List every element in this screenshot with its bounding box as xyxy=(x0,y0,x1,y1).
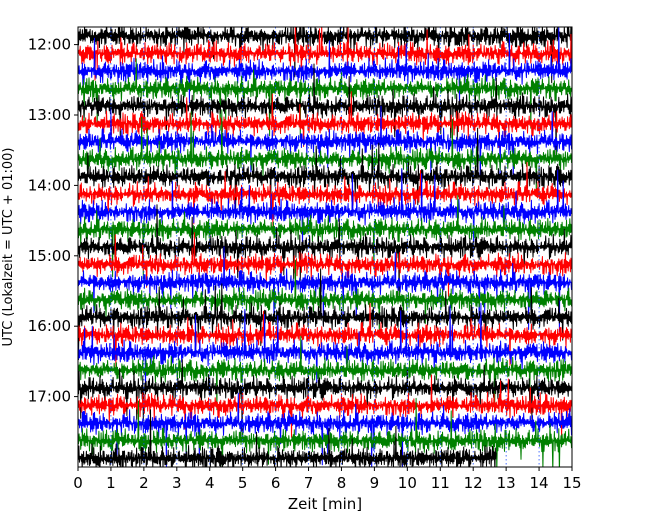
x-tick-label: 6 xyxy=(271,474,281,492)
y-tick-label: 12:00 xyxy=(28,36,71,54)
x-axis-label: Zeit [min] xyxy=(288,495,362,513)
trace-9 xyxy=(78,161,572,227)
x-tick-label: 3 xyxy=(172,474,182,492)
x-tick-label: 14 xyxy=(530,474,549,492)
gridlines-group xyxy=(78,27,572,467)
y-tick-label: 17:00 xyxy=(28,388,71,406)
trace-3 xyxy=(78,58,572,139)
trace-16 xyxy=(78,268,572,361)
trace-6 xyxy=(78,105,572,186)
trace-22 xyxy=(78,392,572,467)
x-tick-label: 10 xyxy=(398,474,417,492)
trace-23 xyxy=(78,397,572,467)
trace-5 xyxy=(78,91,572,148)
y-tick-label: 15:00 xyxy=(28,247,71,265)
trace-20 xyxy=(78,359,572,437)
trace-18 xyxy=(78,302,572,389)
trace-19 xyxy=(78,335,572,413)
trace-14 xyxy=(78,246,572,332)
x-axis: 0 1 2 3 4 5 6 7 8 9 10 11 12 13 14 15 xyxy=(73,467,582,492)
trace-7 xyxy=(78,109,572,194)
y-axis: 12:00 13:00 14:00 15:00 16:00 17:00 xyxy=(28,36,78,406)
x-tick-label: 15 xyxy=(562,474,581,492)
trace-8 xyxy=(78,127,572,220)
trace-13 xyxy=(78,232,572,297)
trace-1 xyxy=(78,27,572,81)
y-tick-label: 16:00 xyxy=(28,317,71,335)
trace-2 xyxy=(78,27,572,107)
y-tick-label: 13:00 xyxy=(28,106,71,124)
trace-10 xyxy=(78,168,572,248)
traces-group xyxy=(78,27,572,467)
x-tick-label: 8 xyxy=(337,474,347,492)
x-tick-label: 12 xyxy=(464,474,483,492)
trace-11 xyxy=(78,195,572,280)
trace-17 xyxy=(78,302,572,368)
trace-0 xyxy=(78,27,572,84)
x-tick-label: 0 xyxy=(73,474,83,492)
x-tick-label: 7 xyxy=(304,474,314,492)
trace-15 xyxy=(78,259,572,335)
x-tick-label: 2 xyxy=(139,474,149,492)
x-tick-label: 1 xyxy=(106,474,116,492)
trace-24 xyxy=(78,409,497,467)
trace-21 xyxy=(78,374,572,442)
axes-frame xyxy=(77,26,573,468)
trace-12 xyxy=(78,204,572,296)
x-tick-label: 11 xyxy=(431,474,450,492)
x-tick-label: 13 xyxy=(497,474,516,492)
y-axis-label: UTC (Lokalzeit = UTC + 01:00) xyxy=(1,148,16,347)
x-tick-label: 5 xyxy=(238,474,248,492)
trace-4 xyxy=(78,63,572,156)
y-tick-label: 14:00 xyxy=(28,176,71,194)
x-tick-label: 9 xyxy=(370,474,380,492)
x-tick-label: 4 xyxy=(205,474,215,492)
